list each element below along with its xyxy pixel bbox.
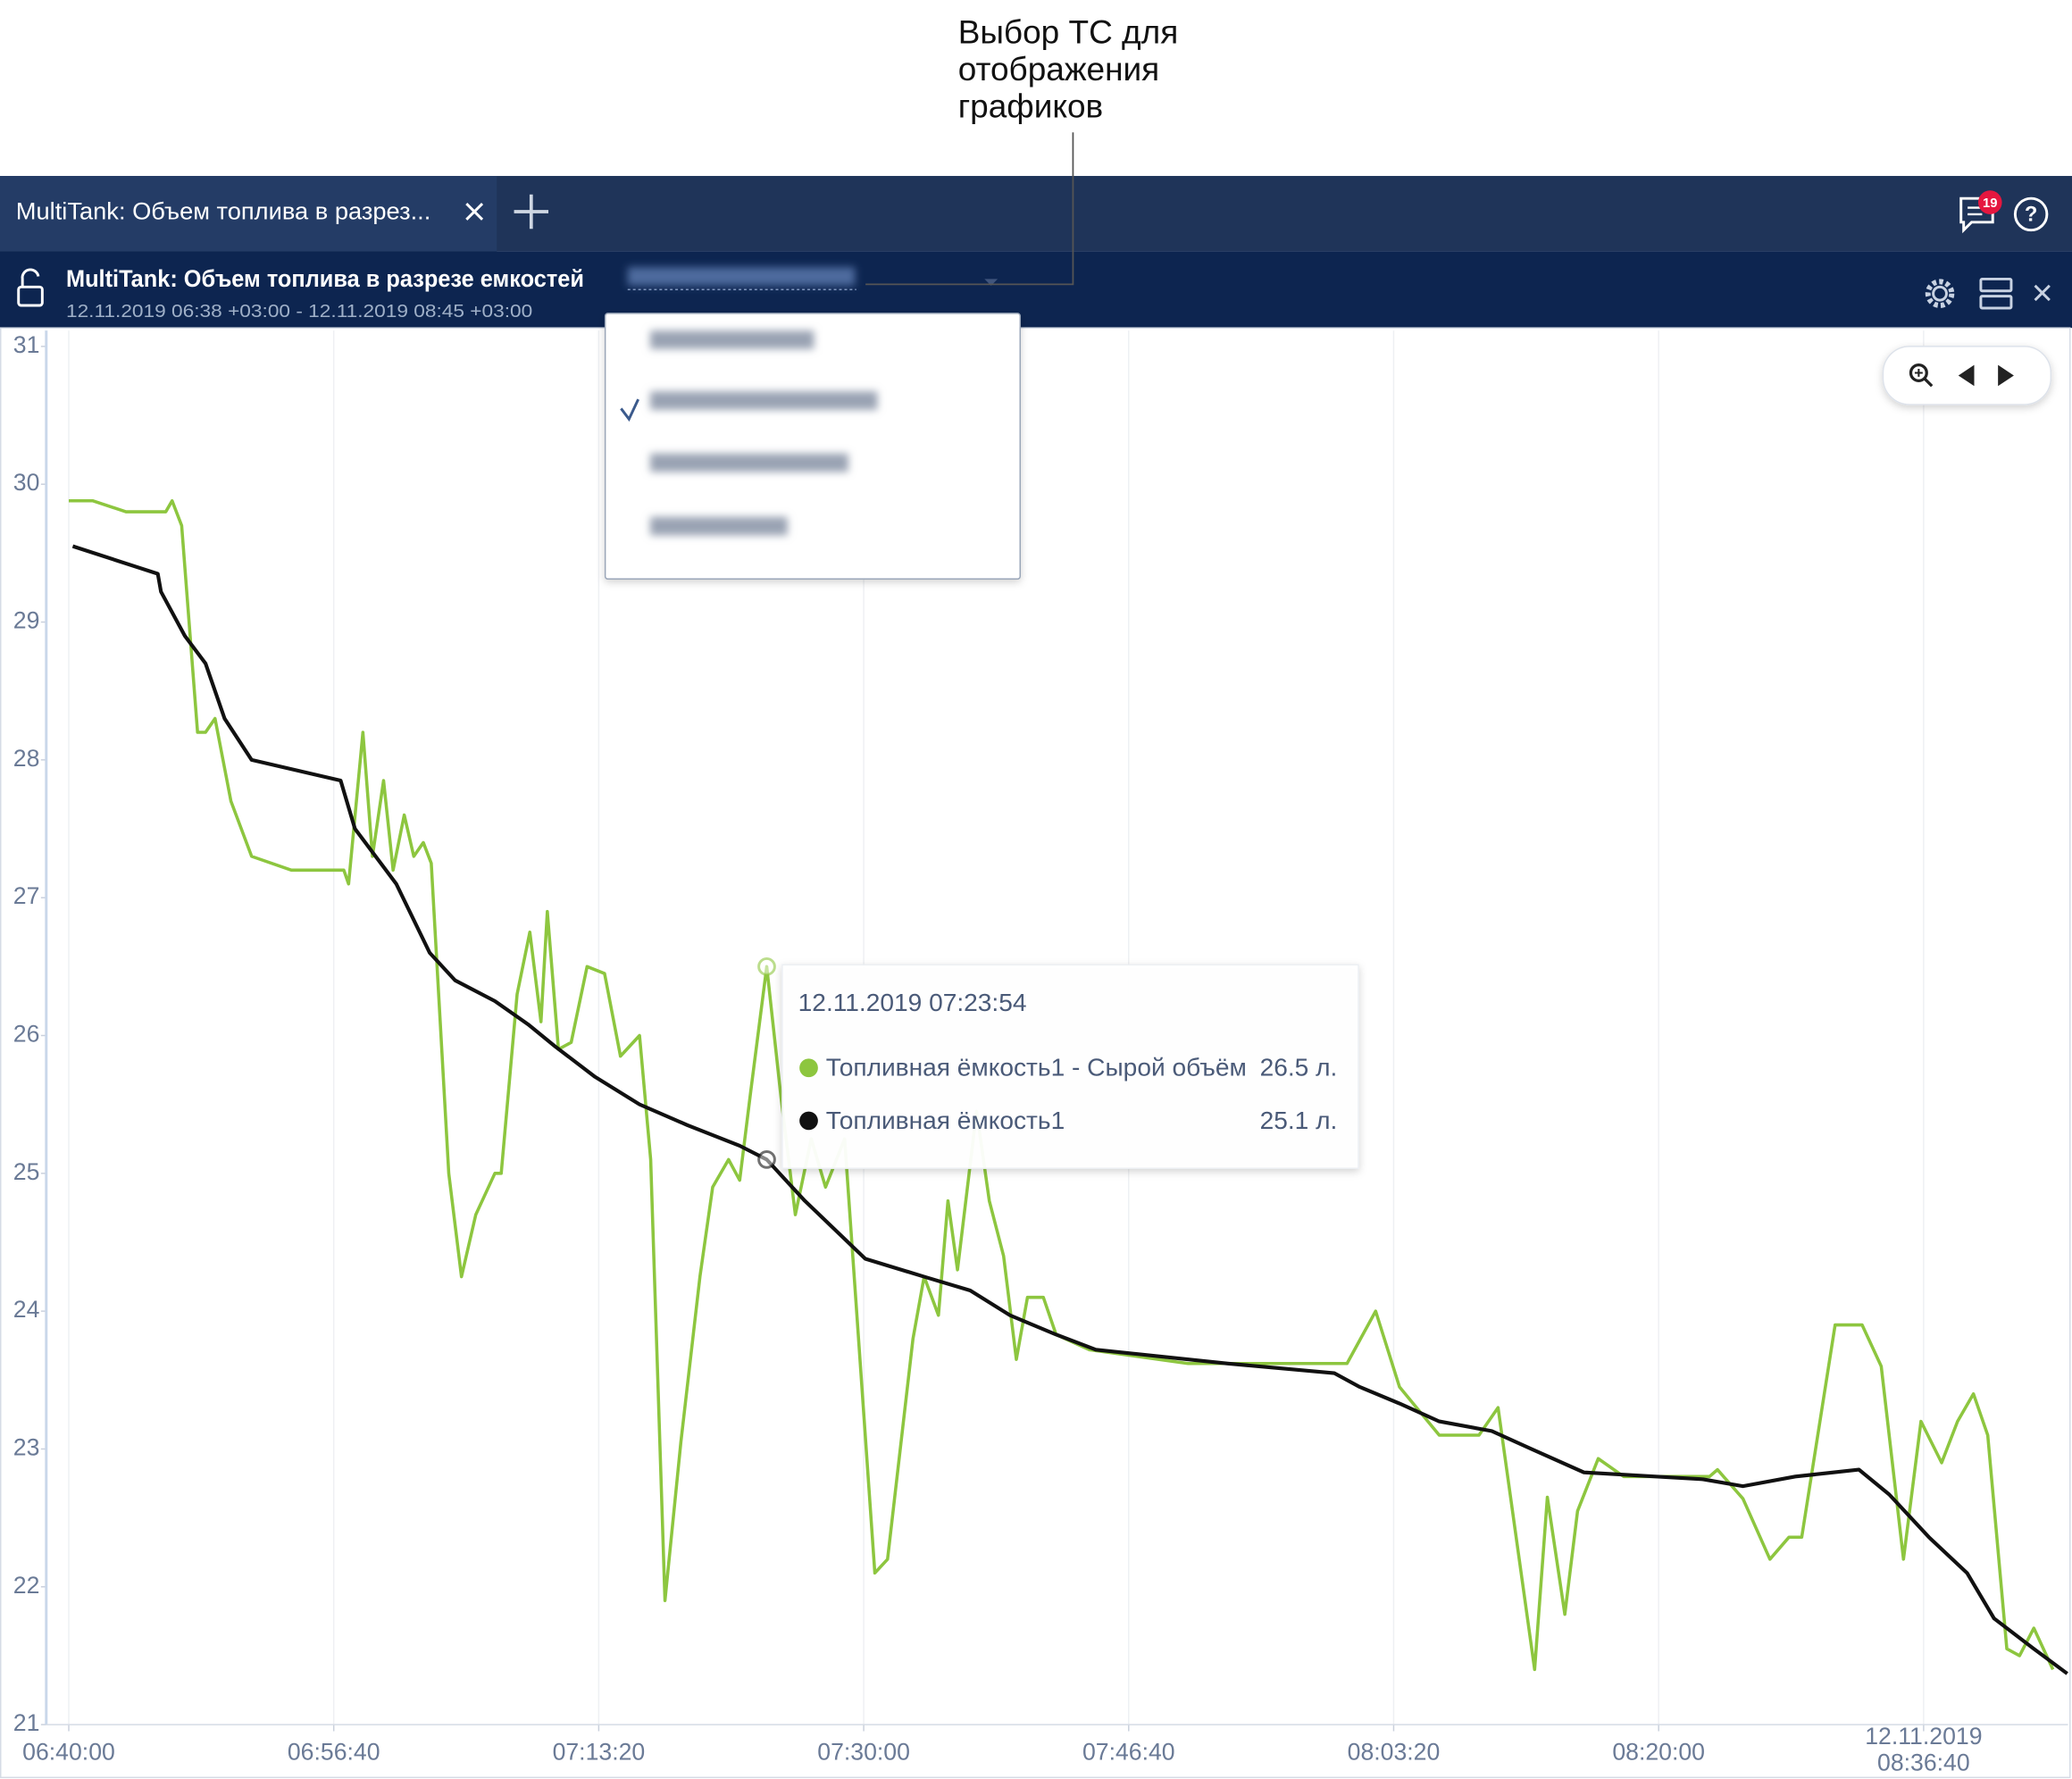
- dropdown-option[interactable]: [649, 330, 815, 349]
- settings-button[interactable]: [1925, 279, 1955, 308]
- hover-marker: [757, 1150, 776, 1169]
- series-line: [71, 544, 2068, 1675]
- active-tab[interactable]: [0, 176, 497, 252]
- add-tab[interactable]: [514, 194, 549, 230]
- date-range: 12.11.2019 06:38 +03:00 - 12.11.2019 08:…: [66, 301, 532, 322]
- tooltip-value: 26.5 л.: [1260, 1054, 1338, 1082]
- help-button[interactable]: ?: [2013, 196, 2049, 232]
- tooltip-value: 25.1 л.: [1260, 1107, 1338, 1134]
- y-tick-label: 21: [13, 1709, 40, 1736]
- y-tick-label: 22: [13, 1572, 40, 1599]
- messages-button[interactable]: 19: [1959, 190, 2002, 234]
- x-tick-label: 07:30:00: [817, 1739, 910, 1766]
- annotation-pointer: [865, 132, 1074, 286]
- y-tick-label: 25: [13, 1158, 40, 1185]
- tooltip-dot: [799, 1058, 818, 1078]
- y-tick-label: 31: [13, 331, 40, 358]
- close-tab[interactable]: [465, 203, 484, 221]
- svg-text:?: ?: [2025, 204, 2037, 227]
- x-tick-label: 07:46:40: [1082, 1739, 1175, 1766]
- y-tick-label: 24: [13, 1296, 40, 1323]
- vehicle-dropdown: [604, 313, 1021, 580]
- chart-title: MultiTank: Объем топлива в разрезе емкос…: [66, 265, 584, 292]
- notification-badge: 19: [1983, 196, 1997, 211]
- y-tick-label: 30: [13, 469, 40, 496]
- pan-right[interactable]: [1998, 364, 2014, 387]
- annotation-line: Выбор ТС для: [958, 13, 1179, 50]
- x-tick-label: 12.11.2019: [1865, 1723, 1982, 1750]
- y-tick-label: 23: [13, 1433, 40, 1460]
- annotation: Выбор ТС для отображения графиков: [958, 13, 1179, 124]
- tab-title[interactable]: MultiTank: Объем топлива в разрез...: [16, 197, 431, 224]
- tooltip-series: Топливная ёмкость1 - Сырой объём: [826, 1054, 1247, 1082]
- layout-button[interactable]: [1979, 277, 2013, 310]
- tooltip-series: Топливная ёмкость1: [826, 1107, 1065, 1134]
- chart-frame: [0, 327, 2071, 1779]
- tooltip-time: 12.11.2019 07:23:54: [798, 989, 1027, 1016]
- x-tick-label: 08:20:00: [1612, 1739, 1705, 1766]
- annotation-line: графиков: [958, 88, 1103, 124]
- dropdown-option[interactable]: [649, 516, 788, 536]
- tooltip: 12.11.2019 07:23:54 Топливная ёмкость1 -…: [781, 964, 1359, 1169]
- pan-left[interactable]: [1958, 364, 1975, 387]
- tooltip-dot: [799, 1111, 818, 1131]
- annotation-line: отображения: [958, 51, 1159, 88]
- plot: 06:40:00 06:56:40 07:13:20 07:30:00 07:46:40…: [13, 330, 2068, 1776]
- y-tick-label: 26: [13, 1021, 40, 1048]
- x-tick-label: 07:13:20: [553, 1739, 646, 1766]
- x-tick-label: 06:40:00: [22, 1739, 115, 1766]
- zoom-button[interactable]: [1909, 363, 1934, 388]
- x-tick-label: 06:56:40: [288, 1739, 380, 1766]
- x-tick-label: 08:03:20: [1348, 1739, 1441, 1766]
- check-mark: [620, 398, 639, 422]
- zoom-controls: [1882, 346, 2052, 405]
- dropdown-option[interactable]: [649, 391, 878, 410]
- y-tick-label: 28: [13, 745, 40, 772]
- hover-marker: [757, 956, 776, 976]
- vehicle-selector[interactable]: [627, 267, 998, 291]
- y-tick-label: 27: [13, 882, 40, 909]
- dropdown-option[interactable]: [649, 453, 848, 472]
- lock-icon[interactable]: [17, 268, 44, 307]
- y-tick-label: 29: [13, 607, 40, 634]
- chart-header: [0, 251, 2072, 329]
- x-tick-label: 08:36:40: [1877, 1750, 1970, 1776]
- close-chart[interactable]: [2034, 284, 2051, 302]
